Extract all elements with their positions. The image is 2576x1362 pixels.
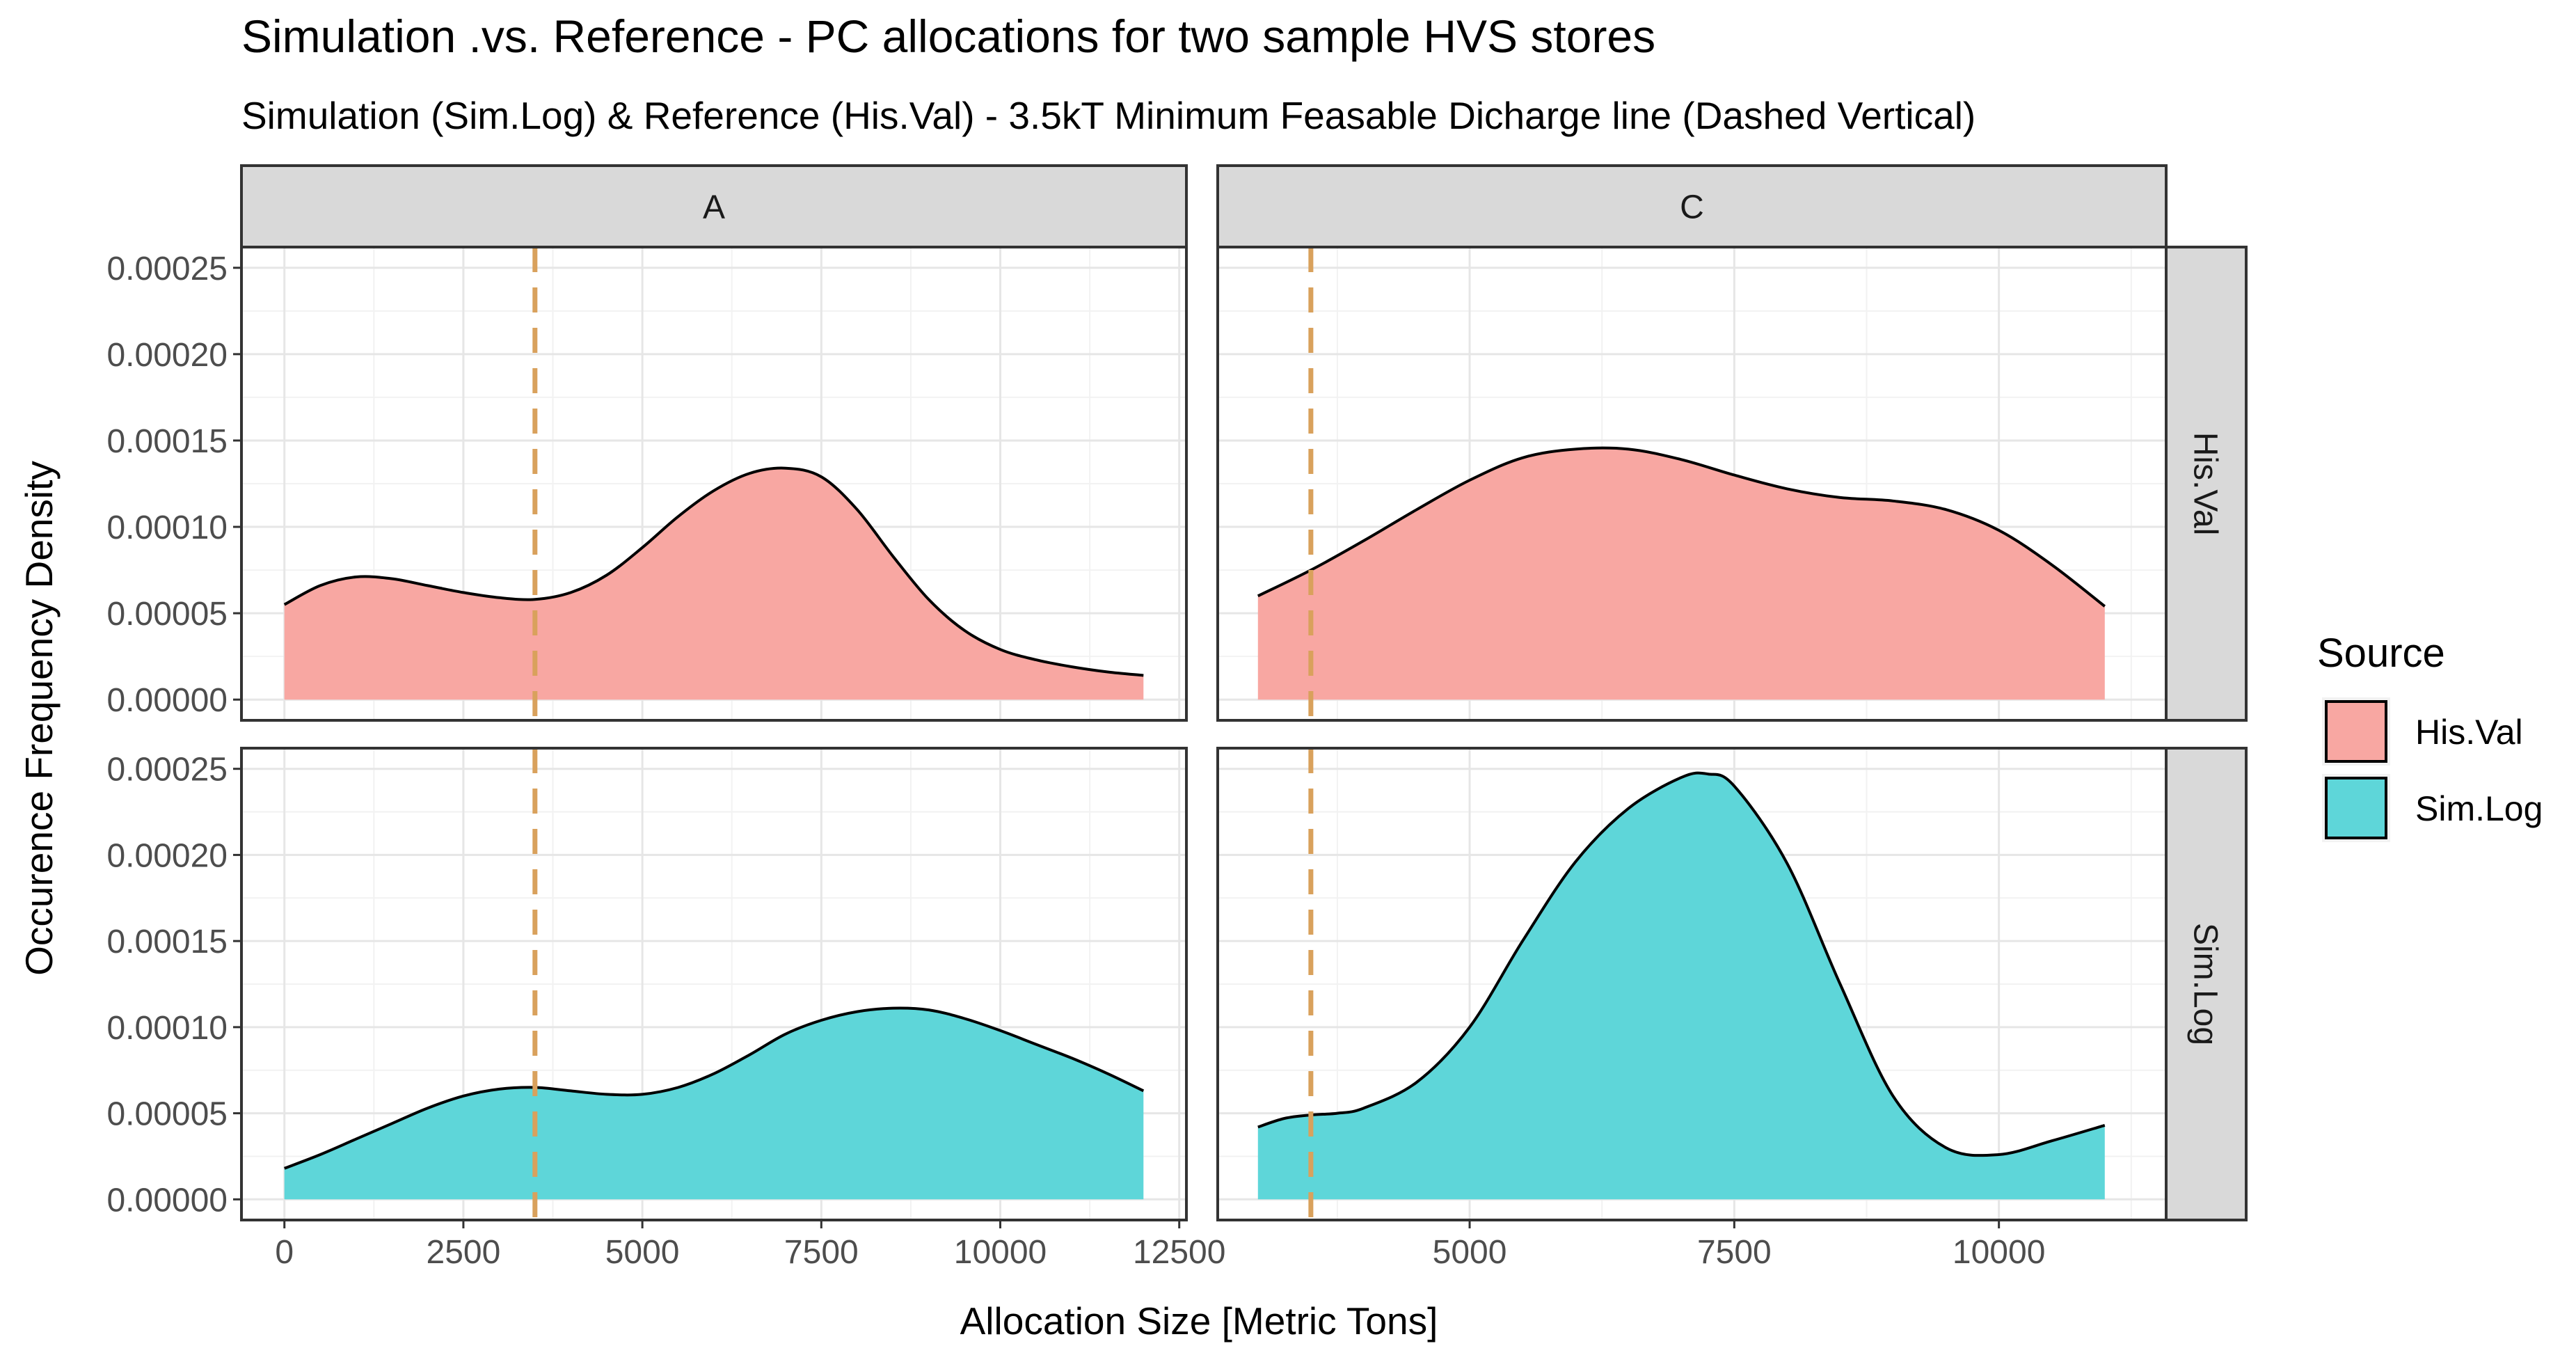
density-curve-Sim.Log-C [1257,771,2106,1157]
y-tick-label: 0.00005 [106,1096,228,1133]
strip-background [240,164,1188,248]
strip-label: Sim.Log [2187,923,2224,1045]
legend-label-His.Val: His.Val [2415,713,2523,752]
panel-C-Sim.Log: 5000 7500 10000 [1216,747,2168,1271]
x-axis-title: Allocation Size [Metric Tons] [960,1299,1438,1343]
density-area-Sim.Log-A [284,1008,1144,1200]
y-axis-title: Occurence Frequency Density [17,461,61,976]
x-tick-label: 0 [275,1234,294,1271]
panel-border [240,747,1188,1221]
y-tick-label: 0.00025 [106,752,228,789]
y-tick-label: 0.00015 [106,924,228,960]
legend-swatch-Sim.Log [2325,777,2387,839]
strip-background [2165,747,2248,1221]
strip-column-A: A [240,164,1188,248]
panel-A-Sim.Log: 0.00000 0.00005 0.00010 0.00015 0.00020 0.000… [106,747,1225,1271]
strip-background [2165,246,2248,722]
density-curve-Sim.Log-A [283,1006,1145,1170]
x-tick-label: 7500 [1697,1234,1772,1271]
legend-label-Sim.Log: Sim.Log [2415,789,2543,828]
y-tick-label: 0.00010 [106,1010,228,1047]
legend-title: Source [2317,631,2445,676]
y-tick-label: 0.00000 [106,682,228,719]
x-tick-label: 7500 [784,1234,859,1271]
x-tick-label: 2500 [427,1234,501,1271]
y-tick-label: 0.00015 [106,423,228,460]
y-tick-label: 0.00005 [106,596,228,633]
y-tick-label: 0.00020 [106,337,228,374]
density-area-Sim.Log-C [1257,773,2105,1200]
strip-row-Sim.Log: Sim.Log [2165,747,2248,1221]
y-tick-label: 0.00020 [106,837,228,874]
density-curve-His.Val-C [1257,446,2106,608]
density-curve-His.Val-A [283,466,1144,677]
strip-label: A [703,189,725,226]
strip-column-C: C [1216,164,2168,248]
chart-title: Simulation .vs. Reference - PC allocatio… [241,10,1655,62]
x-tick-label: 5000 [1433,1234,1507,1271]
x-tick-label: 12500 [1133,1234,1225,1271]
y-tick-label: 0.00000 [106,1182,228,1219]
y-tick-label: 0.00025 [106,251,228,287]
panel-A-His.Val: 0.00000 0.00005 0.00010 0.00015 0.00020 0.000… [106,246,1188,722]
strip-background [1216,164,2168,248]
chart-subtitle: Simulation (Sim.Log) & Reference (His.Va… [241,94,1975,137]
legend-swatch-His.Val [2325,700,2387,763]
y-tick-label: 0.00010 [106,509,228,546]
density-area-His.Val-A [284,468,1144,700]
legend: Source His.Val Sim.Log [2317,631,2543,842]
density-area-His.Val-C [1257,448,2105,700]
panel-C-His.Val [1216,246,2168,722]
strip-label: C [1680,189,1704,226]
facet-panels: 0.00000 0.00005 0.00010 0.00015 0.00020 0.000… [106,164,2248,1271]
x-tick-label: 5000 [605,1234,680,1271]
x-tick-label: 10000 [954,1234,1047,1271]
x-tick-label: 10000 [1953,1234,2045,1271]
strip-row-His.Val: His.Val [2165,246,2248,722]
strip-label: His.Val [2187,432,2224,535]
